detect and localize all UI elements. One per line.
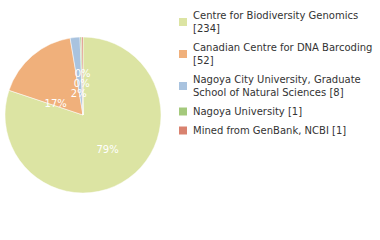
svg-text:Nagoya University [1]: Nagoya University [1] [193,106,302,117]
svg-text:2%: 2% [71,88,87,99]
svg-text:79%: 79% [96,144,118,155]
svg-text:School of Natural Sciences [8]: School of Natural Sciences [8] [193,87,344,98]
svg-text:[234]: [234] [193,23,220,34]
svg-text:Mined from GenBank, NCBI [1]: Mined from GenBank, NCBI [1] [193,125,346,136]
svg-text:17%: 17% [45,98,67,109]
svg-text:[52]: [52] [193,55,214,66]
svg-text:0%: 0% [75,68,91,79]
svg-text:Centre for Biodiversity Genomi: Centre for Biodiversity Genomics [193,10,361,21]
svg-text:Nagoya City University, Gradua: Nagoya City University, Graduate [193,74,364,85]
svg-text:0%: 0% [74,78,90,89]
svg-text:Canadian Centre for DNA Barcod: Canadian Centre for DNA Barcoding [193,42,376,53]
